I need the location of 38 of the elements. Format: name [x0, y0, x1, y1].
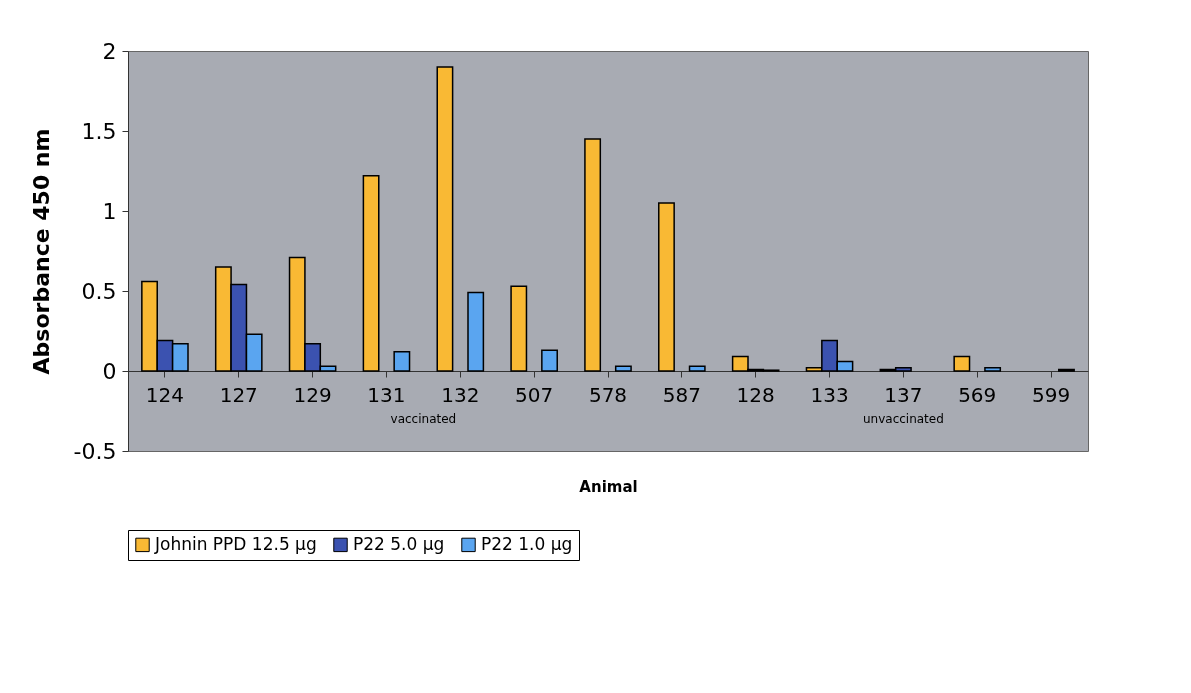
bar: [436, 66, 454, 372]
x-tick-label: 127: [219, 382, 258, 407]
legend-label: Johnin PPD 12.5 µg: [154, 533, 317, 554]
y-tick-label: 2: [102, 38, 117, 64]
x-tick-label: 133: [810, 382, 849, 407]
x-tick-label: 599: [1031, 382, 1071, 407]
bar: [467, 291, 485, 372]
bar: [362, 175, 380, 372]
y-tick-label: 1: [102, 198, 117, 224]
legend-label: P22 5.0 µg: [353, 533, 445, 554]
annotation: unvaccinated: [862, 412, 944, 426]
x-axis-title: Animal: [579, 477, 638, 496]
x-tick-label: 132: [441, 382, 480, 407]
bar: [658, 202, 675, 372]
bar: [584, 138, 602, 372]
bar: [984, 367, 1002, 372]
x-tick-label: 137: [884, 382, 923, 407]
x-tick-label: 578: [588, 382, 628, 407]
x-tick-label: 587: [662, 382, 701, 407]
x-tick-label: 128: [736, 382, 775, 407]
bar: [393, 351, 411, 372]
bar: [688, 365, 706, 372]
x-tick-label: 569: [958, 382, 997, 407]
y-tick-label: 0.5: [81, 278, 117, 304]
y-tick-label: 0: [102, 358, 117, 384]
x-tick-label: 129: [293, 382, 332, 407]
y-tick-label: 1.5: [81, 118, 117, 144]
x-tick-label: 124: [145, 382, 185, 407]
bar: [614, 365, 632, 372]
x-tick-label: 507: [515, 382, 554, 407]
x-tick-label: 131: [367, 382, 406, 407]
legend-label: P22 1.0 µg: [481, 533, 573, 554]
bar: [541, 349, 558, 372]
annotation: vaccinated: [390, 412, 457, 426]
y-axis-title: Absorbance 450 nm: [28, 128, 54, 375]
y-tick-label: -0.5: [73, 438, 117, 464]
bar: [510, 285, 528, 372]
bar: [953, 355, 971, 372]
